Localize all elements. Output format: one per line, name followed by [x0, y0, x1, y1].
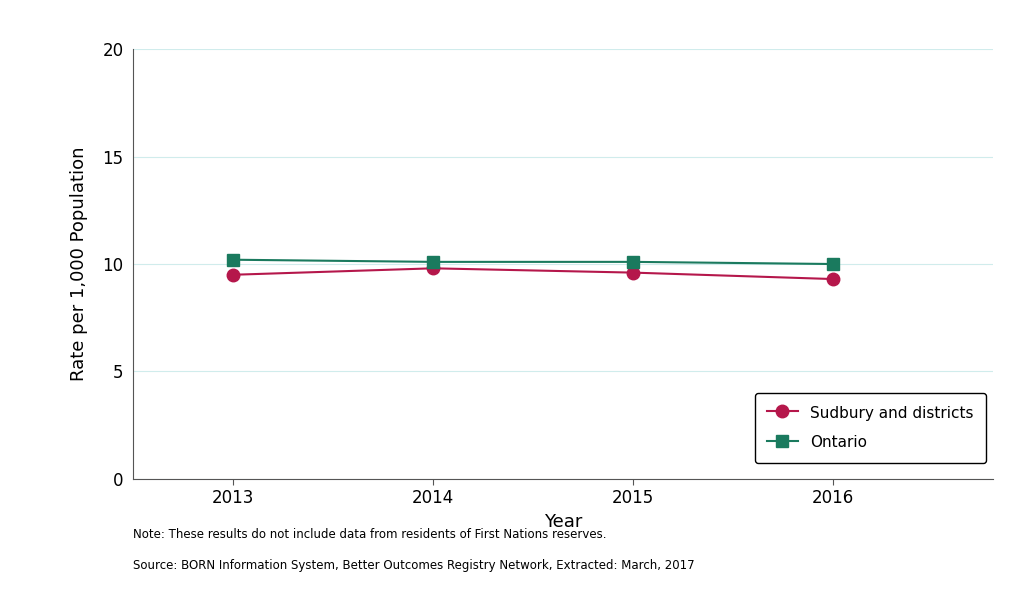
Y-axis label: Rate per 1,000 Population: Rate per 1,000 Population — [71, 147, 88, 381]
Line: Ontario: Ontario — [227, 254, 840, 270]
Line: Sudbury and districts: Sudbury and districts — [227, 262, 840, 286]
Legend: Sudbury and districts, Ontario: Sudbury and districts, Ontario — [755, 392, 986, 463]
Text: Source: BORN Information System, Better Outcomes Registry Network, Extracted: Ma: Source: BORN Information System, Better … — [133, 559, 694, 572]
Ontario — [427, 258, 439, 265]
Sudbury and districts — [827, 275, 840, 282]
Sudbury and districts — [227, 271, 240, 278]
Sudbury and districts — [427, 265, 439, 272]
X-axis label: Year: Year — [544, 513, 583, 531]
Text: Note: These results do not include data from residents of First Nations reserves: Note: These results do not include data … — [133, 528, 606, 541]
Ontario — [827, 260, 840, 268]
Ontario — [627, 258, 639, 265]
Ontario — [227, 256, 240, 263]
Sudbury and districts — [627, 269, 639, 276]
